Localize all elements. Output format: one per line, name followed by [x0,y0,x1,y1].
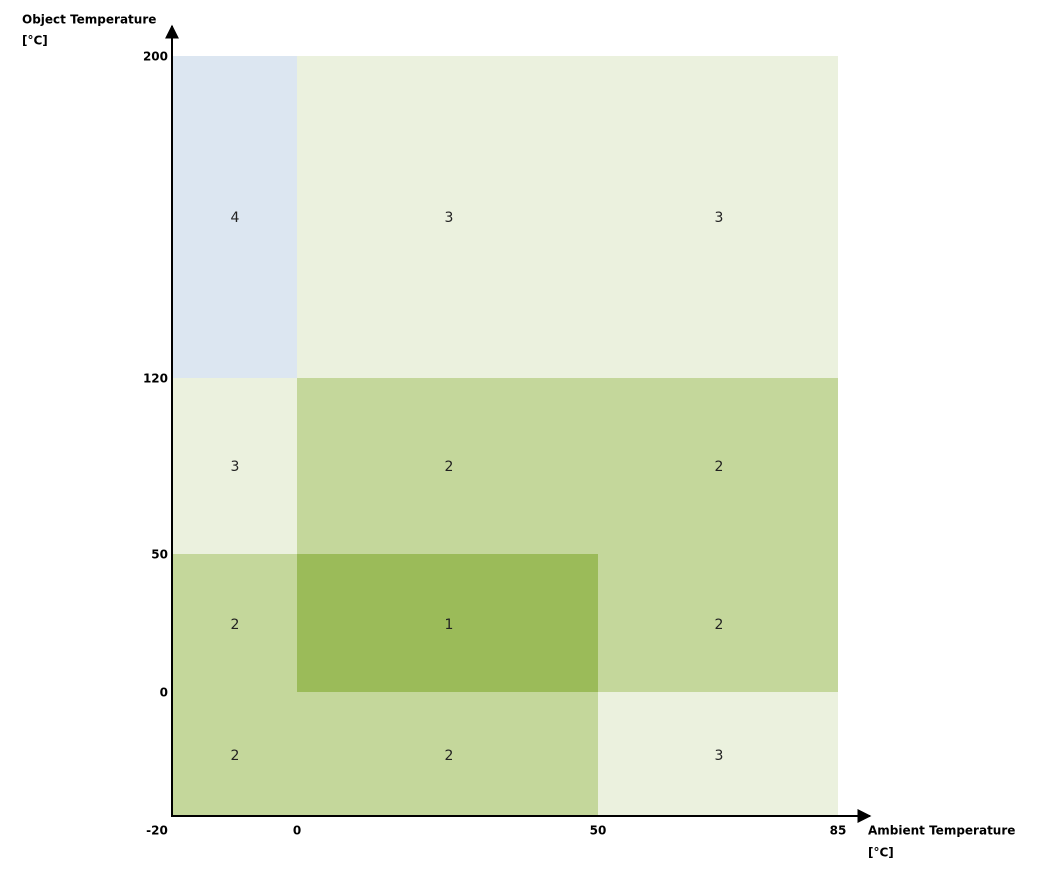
zone [297,56,838,378]
zone-label: 3 [231,459,240,475]
zone-label: 2 [231,617,240,633]
zone [172,554,297,692]
x-axis-title: Ambient Temperature [868,824,1015,838]
zone [598,554,838,692]
y-tick-label: 200 [143,50,168,64]
zone-label: 2 [715,459,724,475]
zones: 4 3 3 3 2 2 2 1 2 2 2 3 [172,56,838,816]
zone [172,56,297,378]
zone-label: 2 [445,459,454,475]
y-tick-label: 50 [151,548,168,562]
zone-label: 3 [715,748,724,764]
zone [297,378,838,554]
origin-label: -20 [146,824,168,838]
zone-label: 2 [445,748,454,764]
y-tick-label: 120 [143,372,168,386]
x-axis-unit: [°C] [868,846,894,860]
x-tick-label: 0 [293,824,301,838]
zone-label: 2 [231,748,240,764]
zone [172,692,598,816]
y-tick-label: 0 [160,686,168,700]
zone-label: 2 [715,617,724,633]
zone-label: 3 [715,210,724,226]
y-axis-unit: [°C] [22,34,48,48]
zone-label: 3 [445,210,454,226]
x-tick-label: 50 [590,824,607,838]
zone-label: 1 [445,617,454,633]
zone [172,378,297,554]
y-axis-title: Object Temperature [22,13,156,27]
x-tick-label: 85 [830,824,847,838]
zone [297,554,598,692]
zone-label: 4 [231,210,240,226]
zone [598,692,838,816]
